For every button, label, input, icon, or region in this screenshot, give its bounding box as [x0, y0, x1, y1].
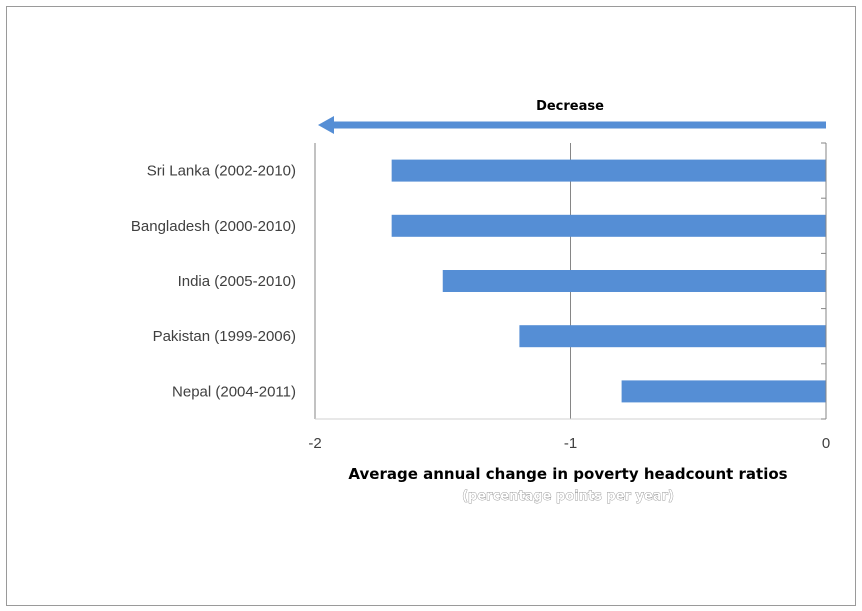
labels-layer: Sri Lanka (2002-2010) Bangladesh (2000-20…: [131, 163, 830, 452]
bars-layer: [391, 159, 826, 403]
x-tick-label: -2: [308, 435, 321, 452]
category-label: Bangladesh (2000-2010): [131, 218, 296, 235]
chart-frame: [6, 6, 856, 606]
decrease-annotation: Decrease: [318, 99, 826, 134]
category-label: Sri Lanka (2002-2010): [147, 163, 296, 180]
axis-layer: [314, 142, 827, 420]
bar: [621, 380, 826, 403]
category-label: India (2005-2010): [178, 273, 296, 290]
bar: [442, 270, 826, 292]
x-axis-sublabel: (percentage points per year): [462, 489, 674, 504]
x-tick-label: -1: [564, 435, 577, 452]
decrease-label: Decrease: [536, 99, 604, 114]
bar: [519, 325, 826, 348]
category-label: Nepal (2004-2011): [172, 383, 296, 400]
bar: [391, 159, 826, 182]
decrease-arrow-head: [318, 116, 334, 134]
x-tick-label: 0: [822, 435, 830, 452]
bar: [391, 214, 826, 237]
x-axis-label: Average annual change in poverty headcou…: [348, 465, 787, 483]
category-label: Pakistan (1999-2006): [153, 328, 296, 345]
